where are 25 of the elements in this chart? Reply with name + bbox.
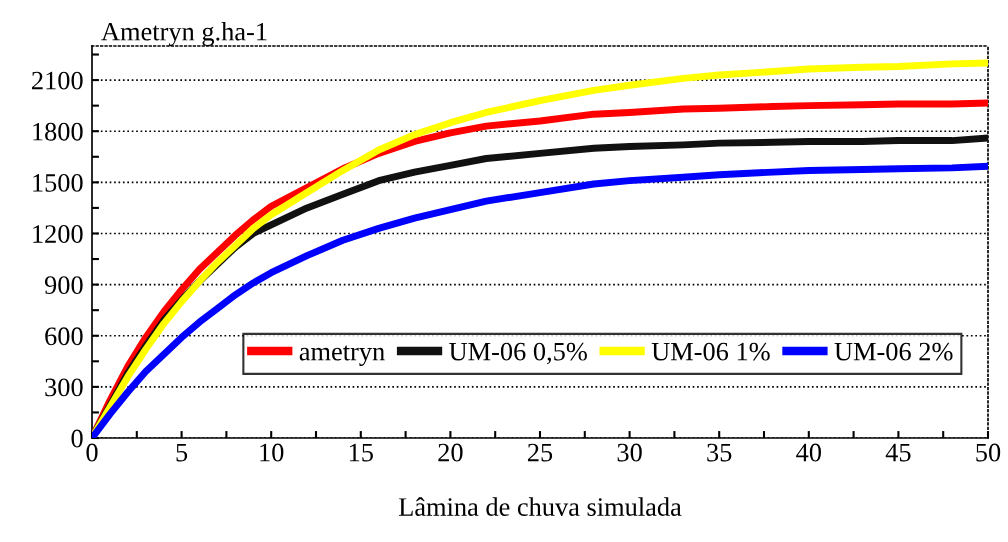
x-tick-label: 50 [976,443,1001,462]
x-tick-label: 35 [707,443,732,462]
y-tick-label: 900 [44,276,83,295]
x-tick-label: 25 [527,443,553,462]
x-tick-label: 20 [438,443,463,462]
x-tick-label: 40 [796,443,821,462]
x-tick-label: 45 [885,443,911,462]
legend-label: UM-06 1% [651,342,770,361]
x-tick-label: 30 [617,443,642,462]
y-tick-label: 1500 [33,173,83,192]
x-tick-label: 0 [86,443,98,462]
x-tick-label: 5 [176,443,188,462]
x-axis-title: Lâmina de chuva simulada [398,497,682,516]
y-tick-label: 1800 [33,122,83,141]
y-tick-label: 600 [45,327,83,346]
y-axis-title: Ametryn g.ha-1 [101,21,267,46]
legend-label: ametryn [299,345,385,366]
legend-label: UM-06 2% [834,342,953,361]
y-tick-label: 0 [71,429,83,448]
y-tick-label: 1200 [33,225,83,243]
x-tick-label: 15 [349,443,373,462]
y-tick-label: 2100 [32,71,83,90]
x-tick-label: 10 [260,443,284,462]
legend-label: UM-06 0,5% [449,342,587,365]
y-tick-label: 300 [45,378,83,397]
